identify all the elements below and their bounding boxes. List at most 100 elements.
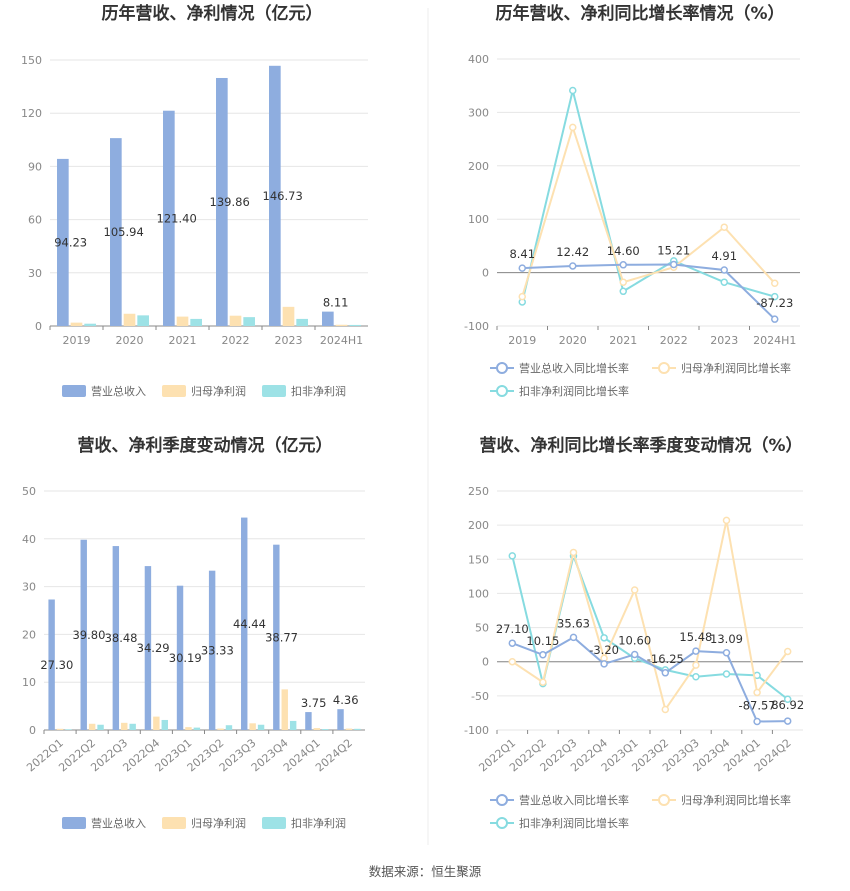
- bar-revenue: [337, 709, 344, 730]
- revenue-data-label: 33.33: [201, 643, 234, 657]
- growth-data-label: -87.23: [756, 296, 793, 310]
- series-line-revenue-growth: [522, 263, 776, 320]
- bar-parent-net-profit: [123, 313, 136, 326]
- series-point: [722, 649, 731, 657]
- growth-data-label: 10.15: [526, 634, 559, 648]
- y-tick-label: 120: [21, 107, 42, 120]
- x-tick-label: 2023: [710, 334, 738, 347]
- chart-title: 历年营收、净利同比增长率情况（%）: [495, 3, 784, 24]
- growth-data-label: 13.09: [710, 632, 743, 646]
- series-point: [661, 705, 670, 714]
- revenue-data-label: 105.94: [104, 225, 144, 239]
- series-point: [670, 260, 678, 269]
- bar-parent-net-profit: [56, 728, 64, 730]
- y-tick-label: 30: [22, 581, 36, 594]
- revenue-data-label: 8.11: [323, 296, 349, 310]
- x-tick-label: 2024Q2: [313, 736, 355, 774]
- y-tick-label: 30: [28, 267, 42, 280]
- bar-deducted-net-profit: [193, 727, 201, 730]
- legend-swatch-marker: [658, 362, 670, 374]
- legend-label: 归母净利润: [191, 384, 246, 398]
- bar-parent-net-profit: [249, 723, 256, 730]
- y-tick-label: 10: [22, 676, 36, 689]
- y-tick-label: 400: [468, 53, 489, 66]
- series-point: [692, 661, 700, 669]
- revenue-data-label: 94.23: [54, 235, 87, 249]
- growth-data-label: 12.42: [556, 245, 589, 259]
- bar-revenue: [48, 599, 55, 730]
- series-point: [508, 657, 517, 666]
- x-tick-label: 2019: [63, 334, 91, 347]
- bar-deducted-net-profit: [97, 724, 104, 730]
- series-point: [569, 86, 577, 95]
- revenue-data-label: 27.30: [40, 658, 73, 672]
- bar-deducted-net-profit: [322, 729, 329, 730]
- bar-revenue: [176, 585, 184, 730]
- legend-label: 归母净利润: [191, 816, 246, 830]
- legend-swatch: [262, 817, 286, 829]
- series-point: [753, 688, 761, 697]
- legend-swatch: [162, 817, 186, 829]
- legend-swatch: [162, 385, 186, 397]
- growth-data-label: 15.21: [657, 243, 690, 257]
- bar-revenue: [80, 539, 87, 730]
- growth-data-label: 35.63: [557, 616, 590, 630]
- revenue-data-label: 3.75: [301, 696, 327, 710]
- bar-deducted-net-profit: [289, 720, 297, 730]
- growth-data-label: 15.48: [679, 630, 712, 644]
- series-point: [692, 672, 700, 681]
- bar-deducted-net-profit: [190, 318, 202, 326]
- legend-swatch-marker: [658, 794, 670, 806]
- revenue-data-label: 146.73: [263, 189, 303, 203]
- growth-data-label: 27.10: [496, 622, 529, 636]
- bar-parent-net-profit: [176, 316, 189, 326]
- legend-label: 归母净利润同比增长率: [681, 361, 791, 375]
- data-source-note: 数据来源：恒生聚源: [369, 864, 482, 879]
- bar-parent-net-profit: [229, 315, 242, 326]
- legend-label: 归母净利润同比增长率: [681, 793, 791, 807]
- bar-parent-net-profit: [70, 322, 83, 326]
- series-point: [783, 647, 792, 656]
- x-tick-label: 2023: [275, 334, 303, 347]
- y-tick-label: 50: [22, 485, 36, 498]
- growth-data-label: -16.25: [647, 652, 684, 666]
- legend-label: 扣非净利润同比增长率: [519, 384, 629, 398]
- series-point: [619, 261, 627, 269]
- bar-parent-net-profit: [282, 306, 295, 326]
- y-tick-label: 0: [482, 267, 489, 280]
- series-line-deducted-np-growth: [521, 90, 776, 303]
- bar-parent-net-profit: [153, 716, 160, 730]
- legend-swatch: [262, 385, 286, 397]
- series-point: [771, 315, 779, 323]
- growth-data-label: -3.20: [589, 643, 619, 657]
- y-tick-label: 0: [35, 320, 42, 333]
- series-point: [720, 278, 728, 286]
- y-tick-label: 0: [482, 656, 489, 669]
- series-point: [720, 223, 728, 231]
- x-tick-label: 2024H1: [753, 334, 796, 347]
- series-point: [771, 279, 779, 288]
- y-tick-label: 200: [468, 519, 489, 532]
- revenue-data-label: 38.77: [265, 630, 298, 644]
- bar-deducted-net-profit: [161, 719, 168, 730]
- legend-label: 营业总收入同比增长率: [519, 793, 629, 807]
- series-point: [569, 633, 578, 642]
- series-point: [783, 695, 792, 704]
- series-point: [630, 650, 639, 659]
- bar-revenue: [112, 546, 120, 730]
- series-point: [619, 278, 627, 286]
- bar-deducted-net-profit: [84, 323, 96, 326]
- bar-deducted-net-profit: [65, 729, 72, 730]
- growth-data-label: 8.41: [509, 247, 535, 261]
- x-tick-label: 2021: [609, 334, 637, 347]
- bar-revenue: [216, 77, 228, 326]
- series-point: [753, 717, 761, 726]
- series-point: [508, 639, 517, 647]
- growth-data-label: 10.60: [618, 633, 651, 647]
- x-tick-label: 2019: [508, 334, 536, 347]
- x-tick-label: 2022: [660, 334, 688, 347]
- revenue-data-label: 121.40: [157, 211, 197, 225]
- series-point: [722, 516, 731, 525]
- revenue-data-label: 39.80: [72, 628, 105, 642]
- legend-swatch: [62, 385, 86, 397]
